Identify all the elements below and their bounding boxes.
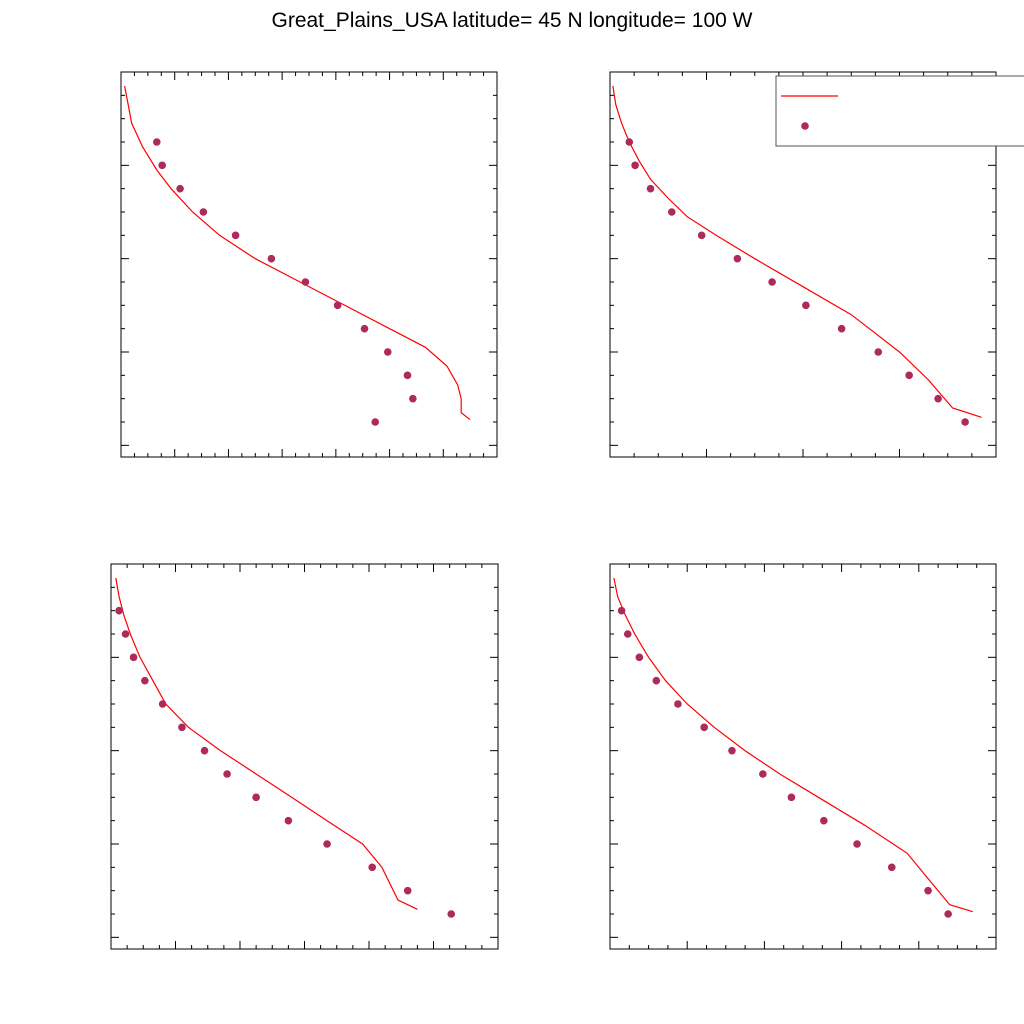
raobs-point [934, 394, 942, 403]
raobs-point [617, 606, 626, 615]
raobs-point [700, 723, 708, 732]
panel-apr [609, 71, 997, 458]
raobs-point [231, 231, 240, 240]
raobs-point [667, 208, 676, 216]
raobs-point [368, 863, 377, 872]
raobs-point [284, 816, 293, 825]
panel-jan [120, 71, 498, 458]
raobs-point [905, 371, 913, 380]
raobs-point [787, 793, 796, 802]
raobs-point [631, 161, 639, 170]
raobs-point [733, 254, 742, 263]
legend-marker-swatch [801, 122, 809, 130]
raobs-point [652, 676, 661, 685]
raobs-point [837, 324, 846, 333]
raobs-point [887, 863, 896, 872]
raobs-point [623, 630, 632, 638]
raobs-point [853, 840, 861, 848]
raobs-point [768, 278, 776, 286]
raobs-point [267, 254, 276, 263]
panel-jul [110, 563, 499, 950]
model-series-line [115, 577, 418, 910]
raobs-point [403, 371, 412, 380]
raobs-point [158, 700, 167, 708]
raobs-point [115, 606, 123, 615]
raobs-point [360, 324, 369, 333]
raobs-point [153, 138, 161, 146]
raobs-point [961, 418, 969, 426]
raobs-point [403, 886, 412, 895]
raobs-point [383, 348, 392, 356]
model-series-line [612, 85, 982, 418]
raobs-point [129, 653, 138, 662]
raobs-point [409, 394, 417, 403]
raobs-point [674, 700, 682, 708]
raobs-point [697, 231, 706, 240]
legend-box [775, 75, 1024, 147]
raobs-point [728, 746, 736, 755]
raobs-point [223, 770, 231, 778]
raobs-point [141, 676, 149, 685]
raobs-point [944, 910, 952, 918]
raobs-point [178, 723, 186, 732]
raobs-point [646, 184, 655, 193]
model-series-line [613, 577, 973, 913]
raobs-point [924, 886, 932, 895]
raobs-point [158, 161, 166, 170]
raobs-point [176, 184, 184, 193]
legend [775, 75, 1024, 147]
panel-oct [609, 563, 997, 950]
raobs-point [802, 301, 810, 310]
raobs-point [333, 301, 342, 310]
raobs-point [820, 816, 828, 825]
raobs-point [199, 208, 208, 216]
raobs-point [447, 910, 456, 918]
raobs-point [200, 746, 209, 755]
raobs-point [323, 840, 331, 848]
raobs-point [252, 793, 260, 802]
plot-frame [110, 563, 499, 950]
raobs-point [759, 770, 767, 778]
plot-frame [120, 71, 498, 458]
raobs-point [625, 138, 634, 146]
raobs-point [371, 418, 380, 426]
raobs-point [301, 278, 310, 286]
model-series-line [124, 85, 471, 421]
raobs-point [121, 630, 130, 638]
raobs-point [874, 348, 883, 356]
panels [110, 71, 997, 950]
raobs-point [635, 653, 644, 662]
figure-title: Great_Plains_USA latitude= 45 N longitud… [272, 9, 753, 32]
